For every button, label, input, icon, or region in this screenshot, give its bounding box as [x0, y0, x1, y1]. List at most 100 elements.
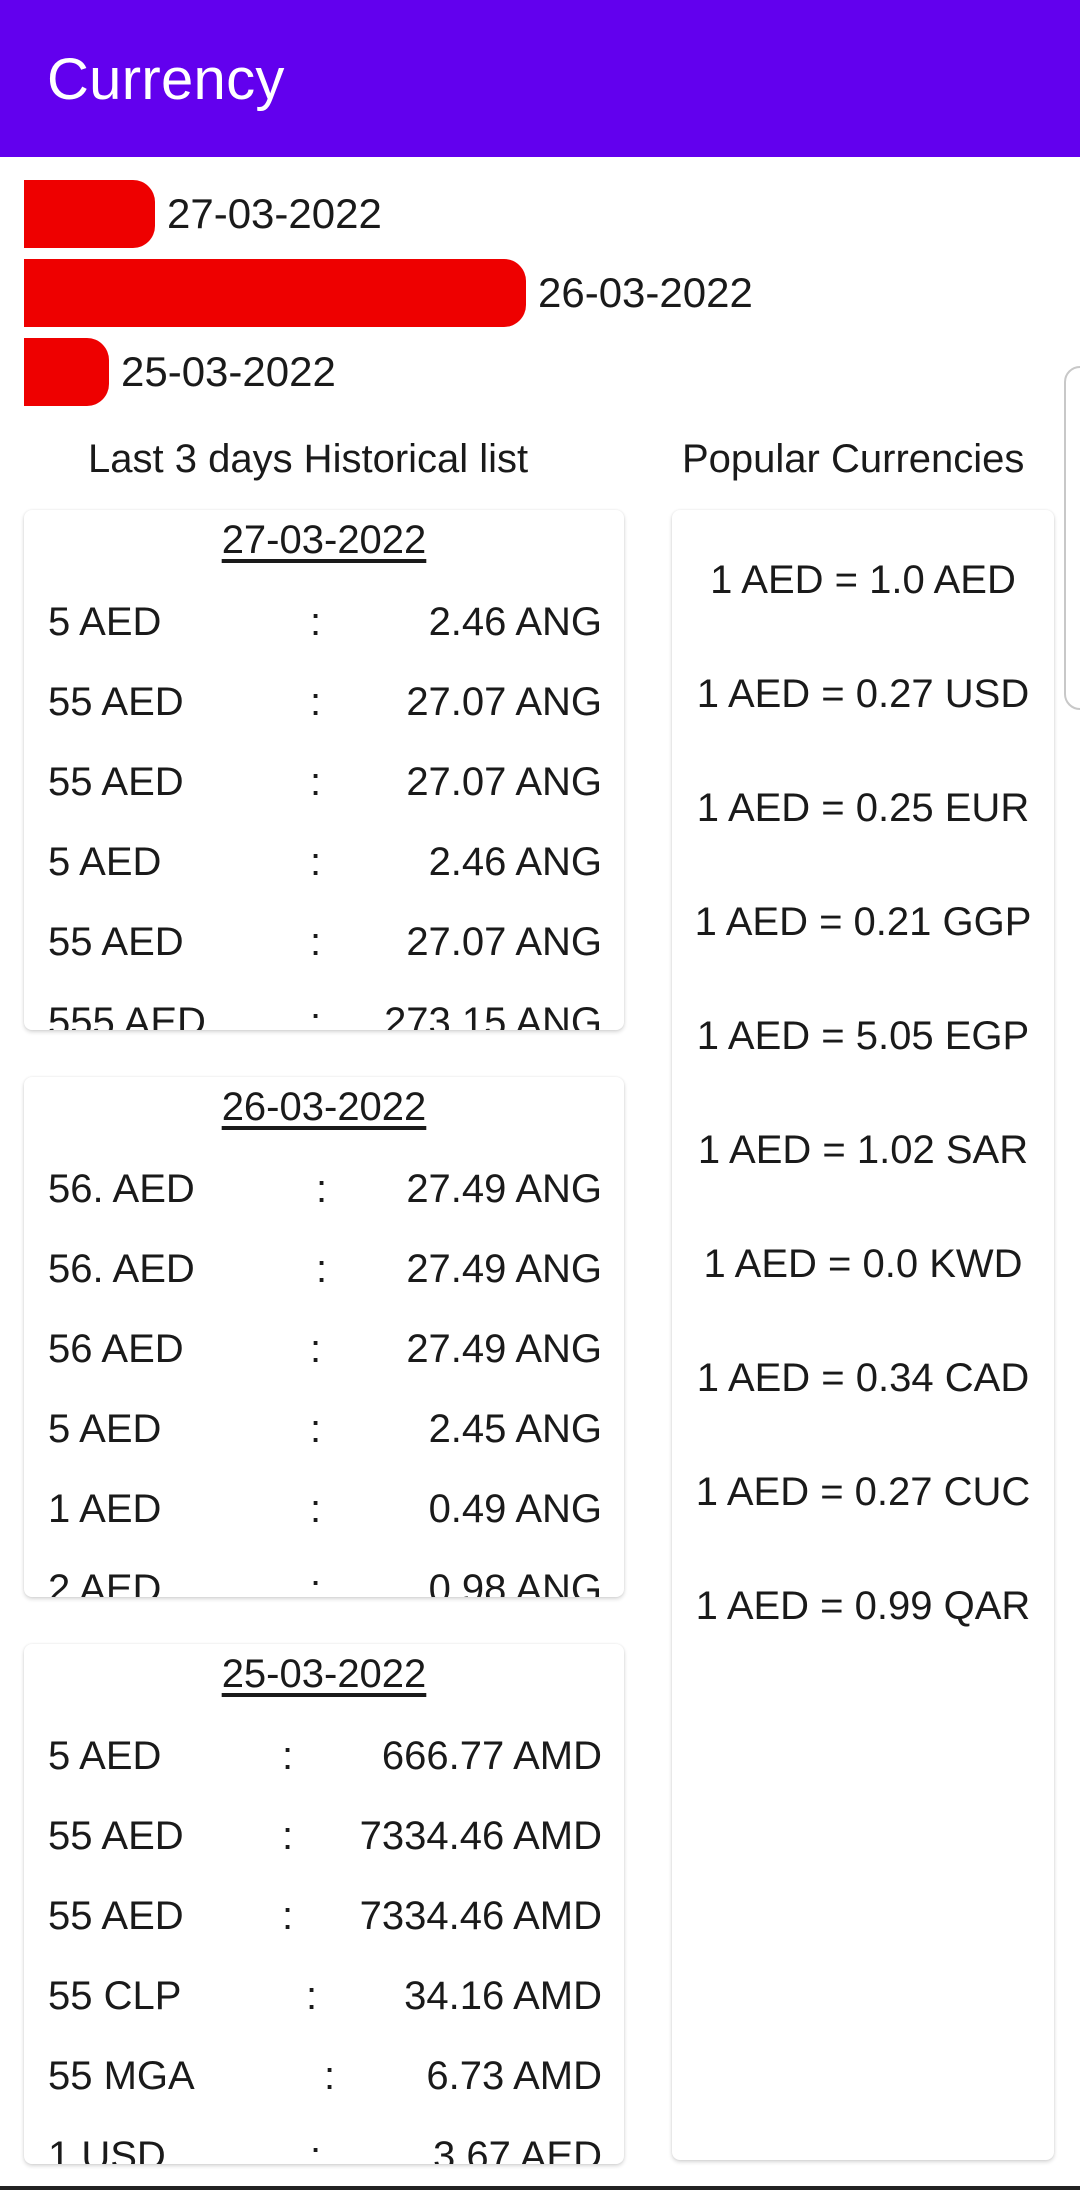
rate-list[interactable]: 5 AED: 2.46 ANG 55 AED: 27.07 ANG 55 AED: 2…	[48, 592, 602, 1030]
to-amount: 2.45 ANG	[428, 1407, 602, 1451]
rate-list[interactable]: 5 AED:666.77 AMD 55 AED:7334.46 AMD 55 A…	[48, 1726, 602, 2164]
separator: :	[310, 1327, 322, 1371]
from-amount: 5 AED	[48, 1407, 162, 1451]
separator: :	[282, 1734, 294, 1778]
to-amount: 2.46 ANG	[428, 840, 602, 884]
separator: :	[310, 920, 322, 964]
separator: :	[282, 1894, 294, 1938]
from-amount: 55 AED	[48, 1894, 184, 1938]
rate-row: 56. AED: 27.49 ANG	[48, 1159, 602, 1239]
to-amount: 27.07 ANG	[406, 920, 602, 964]
popular-rate-item: 1 AED = 1.02 SAR	[697, 1128, 1029, 1172]
to-amount: 2.46 ANG	[428, 600, 602, 644]
popular-rate-item: 1 AED = 5.05 EGP	[696, 1014, 1030, 1058]
rate-row: 56. AED: 27.49 ANG	[48, 1239, 602, 1319]
rate-row: 55 AED: 27.07 ANG	[48, 912, 602, 992]
separator: :	[310, 1407, 322, 1451]
separator: :	[282, 1814, 294, 1858]
to-amount: 7334.46 AMD	[359, 1894, 602, 1938]
rate-row: 55 AED: 27.07 ANG	[48, 672, 602, 752]
separator: :	[310, 1487, 322, 1531]
history-card[interactable]: 26-03-2022 56. AED: 27.49 ANG 56. AED: 27.…	[24, 1077, 624, 1597]
popular-rate-item: 1 AED = 0.27 CUC	[695, 1470, 1031, 1514]
rate-row: 55 AED: 27.07 ANG	[48, 752, 602, 832]
to-amount: 666.77 AMD	[381, 1734, 602, 1778]
edge-scroll-handle[interactable]	[1064, 366, 1080, 710]
from-amount: 55 CLP	[48, 1974, 182, 2018]
rate-row: 5 AED: 2.45 ANG	[48, 1399, 602, 1479]
history-card[interactable]: 25-03-2022 5 AED:666.77 AMD 55 AED:7334.…	[24, 1644, 624, 2164]
from-amount: 5 AED	[48, 600, 162, 644]
to-amount: 34.16 AMD	[404, 1974, 602, 2018]
rate-row: 1 AED: 0.49 ANG	[48, 1479, 602, 1559]
separator: :	[310, 2134, 322, 2164]
separator: :	[310, 1567, 322, 1597]
bottom-divider	[0, 2186, 1080, 2190]
to-amount: 27.49 ANG	[406, 1167, 602, 1211]
separator: :	[310, 840, 322, 884]
from-amount: 56. AED	[48, 1247, 195, 1291]
rate-row: 55 CLP: 34.16 AMD	[48, 1966, 602, 2046]
to-amount: 3.67 AED	[432, 2134, 602, 2164]
rate-row: 5 AED: 2.46 ANG	[48, 832, 602, 912]
card-date: 25-03-2022	[221, 1652, 427, 1696]
bar-date-label: 27-03-2022	[167, 190, 382, 237]
card-date: 27-03-2022	[221, 518, 427, 562]
app-bar: Currency	[0, 0, 1080, 157]
history-card[interactable]: 27-03-2022 5 AED: 2.46 ANG 55 AED: 27.07 A…	[24, 510, 624, 1030]
bar-row: 25-03-2022	[24, 338, 336, 406]
from-amount: 55 AED	[48, 920, 184, 964]
from-amount: 56. AED	[48, 1167, 195, 1211]
separator: :	[306, 1974, 318, 2018]
rate-list[interactable]: 56. AED: 27.49 ANG 56. AED: 27.49 ANG 56 A…	[48, 1159, 602, 1597]
from-amount: 5 AED	[48, 840, 162, 884]
separator: :	[324, 2054, 336, 2098]
separator: :	[316, 1247, 328, 1291]
from-amount: 55 AED	[48, 680, 184, 724]
popular-rate-item: 1 AED = 0.34 CAD	[696, 1356, 1030, 1400]
popular-rate-item: 1 AED = 0.25 EUR	[696, 786, 1030, 830]
to-amount: 6.73 AMD	[426, 2054, 602, 2098]
bar-date-label: 25-03-2022	[121, 348, 336, 395]
bar-row: 26-03-2022	[24, 259, 753, 327]
separator: :	[310, 600, 322, 644]
bar-row: 27-03-2022	[24, 180, 382, 248]
popular-currency-list[interactable]: 1 AED = 1.0 AED 1 AED = 0.27 USD 1 AED =…	[672, 558, 1054, 1698]
rate-row: 55 AED: 7334.46 AMD	[48, 1806, 602, 1886]
to-amount: 27.07 ANG	[406, 680, 602, 724]
to-amount: 27.49 ANG	[406, 1247, 602, 1291]
separator: :	[310, 680, 322, 724]
rate-row: 5 AED: 666.77 AMD	[48, 1726, 602, 1806]
from-amount: 55 AED	[48, 1814, 184, 1858]
popular-rate-item: 1 AED = 0.27 USD	[696, 672, 1030, 716]
bar-date-label: 26-03-2022	[538, 269, 753, 316]
to-amount: 27.49 ANG	[406, 1327, 602, 1371]
history-section-title: Last 3 days Historical list	[88, 437, 529, 481]
from-amount: 55 AED	[48, 760, 184, 804]
bar	[24, 338, 109, 406]
from-amount: 1 AED	[48, 1487, 162, 1531]
bar	[24, 180, 155, 248]
separator: :	[316, 1167, 328, 1211]
app-title: Currency	[47, 47, 285, 112]
from-amount: 555 AED	[48, 1000, 206, 1030]
popular-rate-item: 1 AED = 0.99 QAR	[695, 1584, 1031, 1628]
to-amount: 7334.46 AMD	[359, 1814, 602, 1858]
from-amount: 2 AED	[48, 1567, 162, 1597]
to-amount: 273.15 ANG	[384, 1000, 602, 1030]
popular-currencies-card[interactable]: 1 AED = 1.0 AED 1 AED = 0.27 USD 1 AED =…	[672, 510, 1054, 2160]
to-amount: 0.49 ANG	[428, 1487, 602, 1531]
rate-row: 55 AED: 7334.46 AMD	[48, 1886, 602, 1966]
from-amount: 1 USD	[48, 2134, 166, 2164]
from-amount: 55 MGA	[48, 2054, 195, 2098]
bar	[24, 259, 526, 327]
separator: :	[310, 1000, 322, 1030]
popular-rate-item: 1 AED = 0.21 GGP	[694, 900, 1032, 944]
from-amount: 56 AED	[48, 1327, 184, 1371]
from-amount: 5 AED	[48, 1734, 162, 1778]
popular-rate-item: 1 AED = 1.0 AED	[710, 558, 1016, 602]
card-date: 26-03-2022	[221, 1085, 427, 1129]
rate-row: 56 AED: 27.49 ANG	[48, 1319, 602, 1399]
rate-row: 2 AED: 0.98 ANG	[48, 1559, 602, 1597]
rate-row: 5 AED: 2.46 ANG	[48, 592, 602, 672]
